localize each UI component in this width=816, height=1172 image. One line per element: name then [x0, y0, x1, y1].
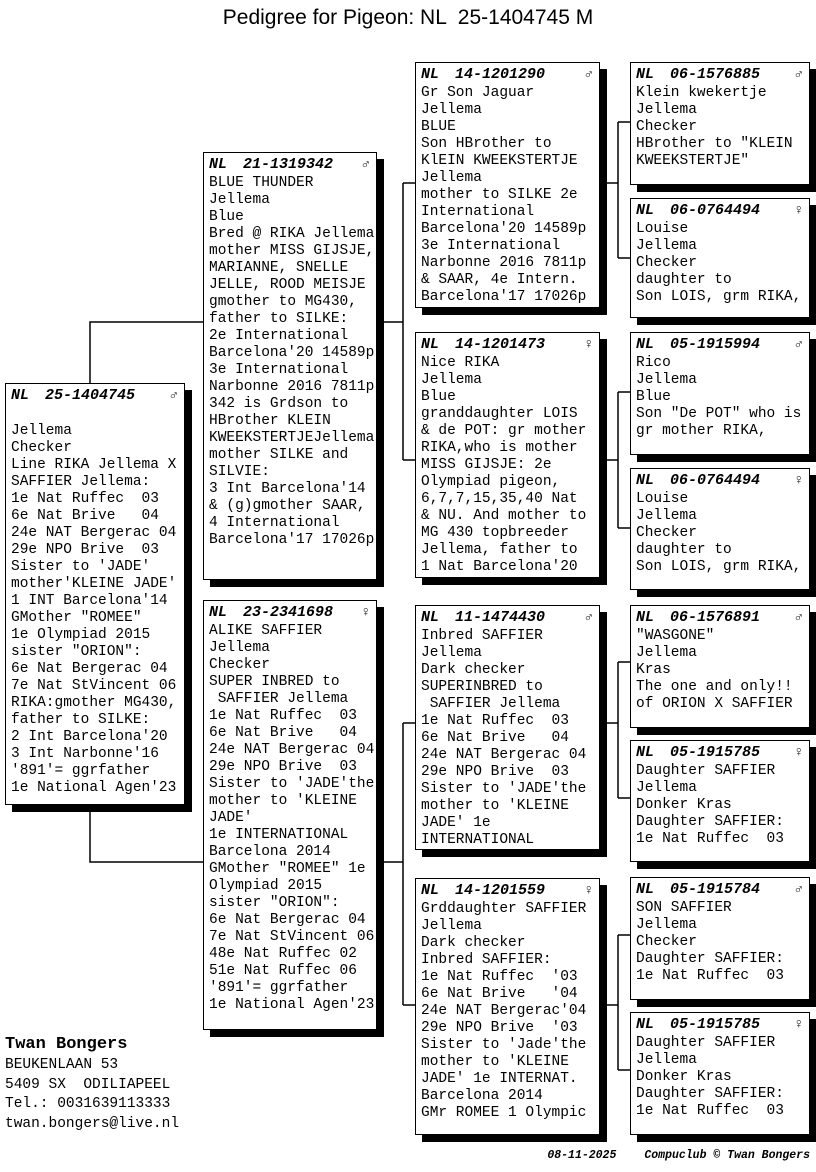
ring-number: 14-1201559: [455, 882, 546, 899]
box-header: NL 14-1201559 ♀: [416, 879, 599, 900]
pedigree-notes: Nice RIKA Jellema Blue granddaughter LOI…: [421, 355, 587, 575]
ring-country: NL: [636, 1016, 655, 1033]
pedigree-box-great-grandparent-6: NL 05-1915785 ♀ Daughter SAFFIER Jellema…: [630, 740, 810, 862]
pedigree-box-maternal-grandmother: NL 14-1201559 ♀ Grddaughter SAFFIER Jell…: [415, 878, 600, 1135]
pedigree-box-great-grandparent-4: NL 06-0764494 ♀ Louise Jellema Checker d…: [630, 468, 810, 590]
ring-country: NL: [636, 881, 655, 898]
pedigree-notes: ALIKE SAFFIER Jellema Checker SUPER INBR…: [209, 623, 375, 1013]
ring-number: 05-1915785: [670, 744, 761, 761]
ring-country: NL: [421, 609, 440, 626]
software-credit: Compuclub © Twan Bongers: [644, 1149, 810, 1162]
pedigree-box-great-grandparent-1: NL 06-1576885 ♂ Klein kwekertje Jellema …: [630, 62, 810, 185]
box-header: NL 14-1201473 ♀: [416, 333, 599, 354]
male-icon: ♂: [169, 388, 178, 404]
publisher-address: BEUKENLAAN 53 5409 SX ODILIAPEEL Tel.: 0…: [5, 1057, 180, 1132]
ring-number: 23-2341698: [243, 604, 334, 621]
pedigree-box-great-grandparent-8: NL 05-1915785 ♀ Daughter SAFFIER Jellema…: [630, 1012, 810, 1135]
pedigree-box-great-grandparent-2: NL 06-0764494 ♀ Louise Jellema Checker d…: [630, 198, 810, 318]
pedigree-notes: Inbred SAFFIER Jellema Dark checker SUPE…: [421, 628, 587, 848]
ring-number: 06-1576891: [670, 609, 761, 626]
ring-number: 14-1201290: [455, 66, 546, 83]
ring-number: 06-0764494: [670, 472, 761, 489]
ring-number: 05-1915994: [670, 336, 761, 353]
box-header: NL 05-1915994 ♂: [631, 333, 809, 354]
ring-number: 06-0764494: [670, 202, 761, 219]
pedigree-notes: Jellema Checker Line RIKA Jellema X SAFF…: [11, 423, 177, 796]
female-icon: ♀: [794, 1017, 803, 1033]
pedigree-notes: BLUE THUNDER Jellema Blue Bred @ RIKA Je…: [209, 175, 375, 548]
publisher-block: Twan Bongers BEUKENLAAN 53 5409 SX ODILI…: [5, 1034, 179, 1134]
print-stamp: 08-11-2025 Compuclub © Twan Bongers: [520, 1136, 810, 1172]
ring-number: 25-1404745: [45, 387, 136, 404]
pedigree-box-paternal-grandfather: NL 14-1201290 ♂ Gr Son Jaguar Jellema BL…: [415, 62, 600, 308]
ring-country: NL: [209, 604, 228, 621]
ring-country: NL: [636, 472, 655, 489]
pedigree-box-maternal-grandfather: NL 11-1474430 ♂ Inbred SAFFIER Jellema D…: [415, 605, 600, 850]
pedigree-notes: Louise Jellema Checker daughter to Son L…: [636, 491, 802, 575]
pedigree-notes: Daughter SAFFIER Jellema Donker Kras Dau…: [636, 1035, 784, 1119]
female-icon: ♀: [361, 605, 370, 621]
female-icon: ♀: [794, 473, 803, 489]
male-icon: ♂: [584, 610, 593, 626]
female-icon: ♀: [584, 883, 593, 899]
box-header: NL 21-1319342 ♂: [204, 153, 376, 174]
pedigree-box-great-grandparent-3: NL 05-1915994 ♂ Rico Jellema Blue Son "D…: [630, 332, 810, 455]
ring-number: 14-1201473: [455, 336, 546, 353]
pedigree-box-great-grandparent-7: NL 05-1915784 ♂ SON SAFFIER Jellema Chec…: [630, 877, 810, 1000]
ring-country: NL: [636, 744, 655, 761]
male-icon: ♂: [361, 157, 370, 173]
pedigree-notes: SON SAFFIER Jellema Checker Daughter SAF…: [636, 900, 784, 984]
ring-country: NL: [636, 202, 655, 219]
ring-country: NL: [421, 882, 440, 899]
pedigree-notes: Rico Jellema Blue Son "De POT" who is gr…: [636, 355, 802, 439]
male-icon: ♂: [794, 610, 803, 626]
pedigree-notes: "WASGONE" Jellema Kras The one and only!…: [636, 628, 793, 712]
ring-number: 11-1474430: [455, 609, 546, 626]
ring-number: 05-1915784: [670, 881, 761, 898]
pedigree-notes: Daughter SAFFIER Jellema Donker Kras Dau…: [636, 763, 784, 847]
pedigree-notes: Grddaughter SAFFIER Jellema Dark checker…: [421, 901, 587, 1121]
ring-country: NL: [421, 66, 440, 83]
male-icon: ♂: [584, 67, 593, 83]
male-icon: ♂: [794, 337, 803, 353]
ring-number: 06-1576885: [670, 66, 761, 83]
print-date: 08-11-2025: [547, 1149, 617, 1162]
box-header: NL 14-1201290 ♂: [416, 63, 599, 84]
ring-country: NL: [209, 156, 228, 173]
female-icon: ♀: [584, 337, 593, 353]
publisher-name: Twan Bongers: [5, 1035, 128, 1054]
pedigree-notes: Louise Jellema Checker daughter to Son L…: [636, 221, 802, 305]
box-header: NL 06-0764494 ♀: [631, 199, 809, 220]
box-header: NL 06-0764494 ♀: [631, 469, 809, 490]
male-icon: ♂: [794, 882, 803, 898]
male-icon: ♂: [794, 67, 803, 83]
box-header: NL 06-1576891 ♂: [631, 606, 809, 627]
pedigree-box-mother: NL 23-2341698 ♀ ALIKE SAFFIER Jellema Ch…: [203, 600, 377, 1030]
box-header: NL 23-2341698 ♀: [204, 601, 376, 622]
box-header: NL 05-1915785 ♀: [631, 741, 809, 762]
box-header: NL 05-1915784 ♂: [631, 878, 809, 899]
ring-number: 21-1319342: [243, 156, 334, 173]
ring-country: NL: [636, 336, 655, 353]
box-header: NL 11-1474430 ♂: [416, 606, 599, 627]
ring-country: NL: [11, 387, 30, 404]
box-header: NL 06-1576885 ♂: [631, 63, 809, 84]
page-title: Pedigree for Pigeon: NL 25-1404745 M: [222, 6, 594, 29]
ring-number: 05-1915785: [670, 1016, 761, 1033]
pedigree-box-great-grandparent-5: NL 06-1576891 ♂ "WASGONE" Jellema Kras T…: [630, 605, 810, 728]
pedigree-notes: Gr Son Jaguar Jellema BLUE Son HBrother …: [421, 85, 587, 305]
female-icon: ♀: [794, 745, 803, 761]
ring-country: NL: [636, 609, 655, 626]
box-header: NL 05-1915785 ♀: [631, 1013, 809, 1034]
pedigree-box-father: NL 21-1319342 ♂ BLUE THUNDER Jellema Blu…: [203, 152, 377, 580]
pedigree-box-paternal-grandmother: NL 14-1201473 ♀ Nice RIKA Jellema Blue g…: [415, 332, 600, 578]
female-icon: ♀: [794, 203, 803, 219]
box-header: NL 25-1404745 ♂: [6, 384, 184, 405]
ring-country: NL: [421, 336, 440, 353]
pedigree-notes: Klein kwekertje Jellema Checker HBrother…: [636, 85, 793, 169]
pedigree-box-subject: NL 25-1404745 ♂ Jellema Checker Line RIK…: [5, 383, 185, 805]
ring-country: NL: [636, 66, 655, 83]
